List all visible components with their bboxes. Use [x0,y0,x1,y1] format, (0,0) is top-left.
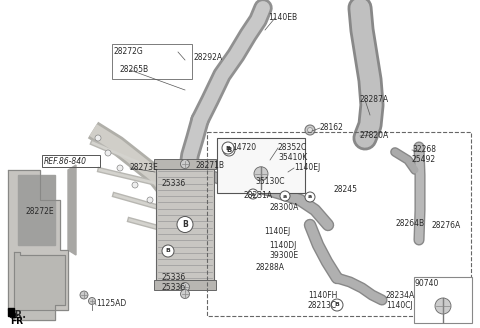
Circle shape [248,189,258,199]
Text: 28352C: 28352C [278,144,307,153]
Text: 28288A: 28288A [255,262,284,272]
Text: 28300A: 28300A [270,202,300,212]
Circle shape [132,182,138,188]
Text: 28231A: 28231A [243,192,272,200]
Circle shape [180,290,190,298]
Text: 25336: 25336 [162,283,186,293]
Text: B: B [227,147,232,153]
Bar [154,280,216,290]
Text: 28271B: 28271B [196,160,225,170]
Text: 1140CJ: 1140CJ [386,301,413,311]
Text: 90740: 90740 [415,278,439,288]
Circle shape [435,298,451,314]
Bar [42,155,100,167]
Circle shape [222,142,234,154]
Text: 28213C: 28213C [308,301,337,311]
Text: B: B [335,302,339,308]
Polygon shape [68,165,76,255]
Circle shape [254,167,268,181]
Text: 14720: 14720 [232,142,256,152]
Circle shape [162,245,174,257]
Circle shape [305,192,315,202]
Circle shape [223,144,235,156]
Text: 28272G: 28272G [113,48,143,56]
Text: 28292A: 28292A [193,53,222,63]
Text: 28162: 28162 [320,124,344,133]
Text: 28234A: 28234A [386,292,415,300]
Text: 1140FH: 1140FH [308,292,337,300]
Text: 28287A: 28287A [360,95,389,105]
Text: 28245: 28245 [333,186,357,195]
Circle shape [88,297,96,304]
Text: 35130C: 35130C [255,177,285,187]
Circle shape [180,159,190,169]
Bar [207,132,471,316]
Bar [156,167,214,282]
Text: 25336: 25336 [161,178,185,188]
Bar [217,138,305,193]
Polygon shape [14,252,65,320]
Text: 1140EJ: 1140EJ [264,228,290,236]
Text: FR.: FR. [8,310,26,320]
Circle shape [331,299,343,311]
Circle shape [117,165,123,171]
Text: 28276A: 28276A [432,220,461,230]
Text: 35410K: 35410K [278,154,307,162]
Text: 39300E: 39300E [269,252,298,260]
Circle shape [95,135,101,141]
Circle shape [177,216,193,233]
Text: 25336: 25336 [162,274,186,282]
Circle shape [147,197,153,203]
Polygon shape [8,170,68,310]
Text: 1140EB: 1140EB [268,13,297,23]
Circle shape [308,128,312,133]
Text: 1140EJ: 1140EJ [294,163,320,173]
Text: 28272E: 28272E [26,208,55,216]
Text: B: B [182,220,188,229]
Text: a: a [251,192,255,196]
Bar [414,277,472,323]
Circle shape [180,282,190,292]
Text: 28273E: 28273E [130,163,159,173]
Text: a: a [308,195,312,199]
Text: 28264B: 28264B [396,219,425,229]
Text: REF.86-840: REF.86-840 [44,157,87,167]
Text: 1125AD: 1125AD [96,299,126,309]
Text: a: a [283,194,287,198]
Text: FR: FR [10,317,23,325]
Circle shape [80,291,88,299]
Circle shape [305,125,315,135]
Polygon shape [18,175,55,245]
Text: 27820A: 27820A [360,132,389,140]
Text: 28265B: 28265B [120,66,149,74]
Bar [154,159,216,169]
Text: 25492: 25492 [412,155,436,165]
Text: 1140DJ: 1140DJ [269,241,296,251]
Bar [112,44,192,79]
Polygon shape [8,308,14,316]
Circle shape [105,150,111,156]
Circle shape [280,191,290,201]
Text: B: B [166,249,170,254]
Text: 32268: 32268 [412,146,436,154]
Text: B: B [226,146,230,151]
